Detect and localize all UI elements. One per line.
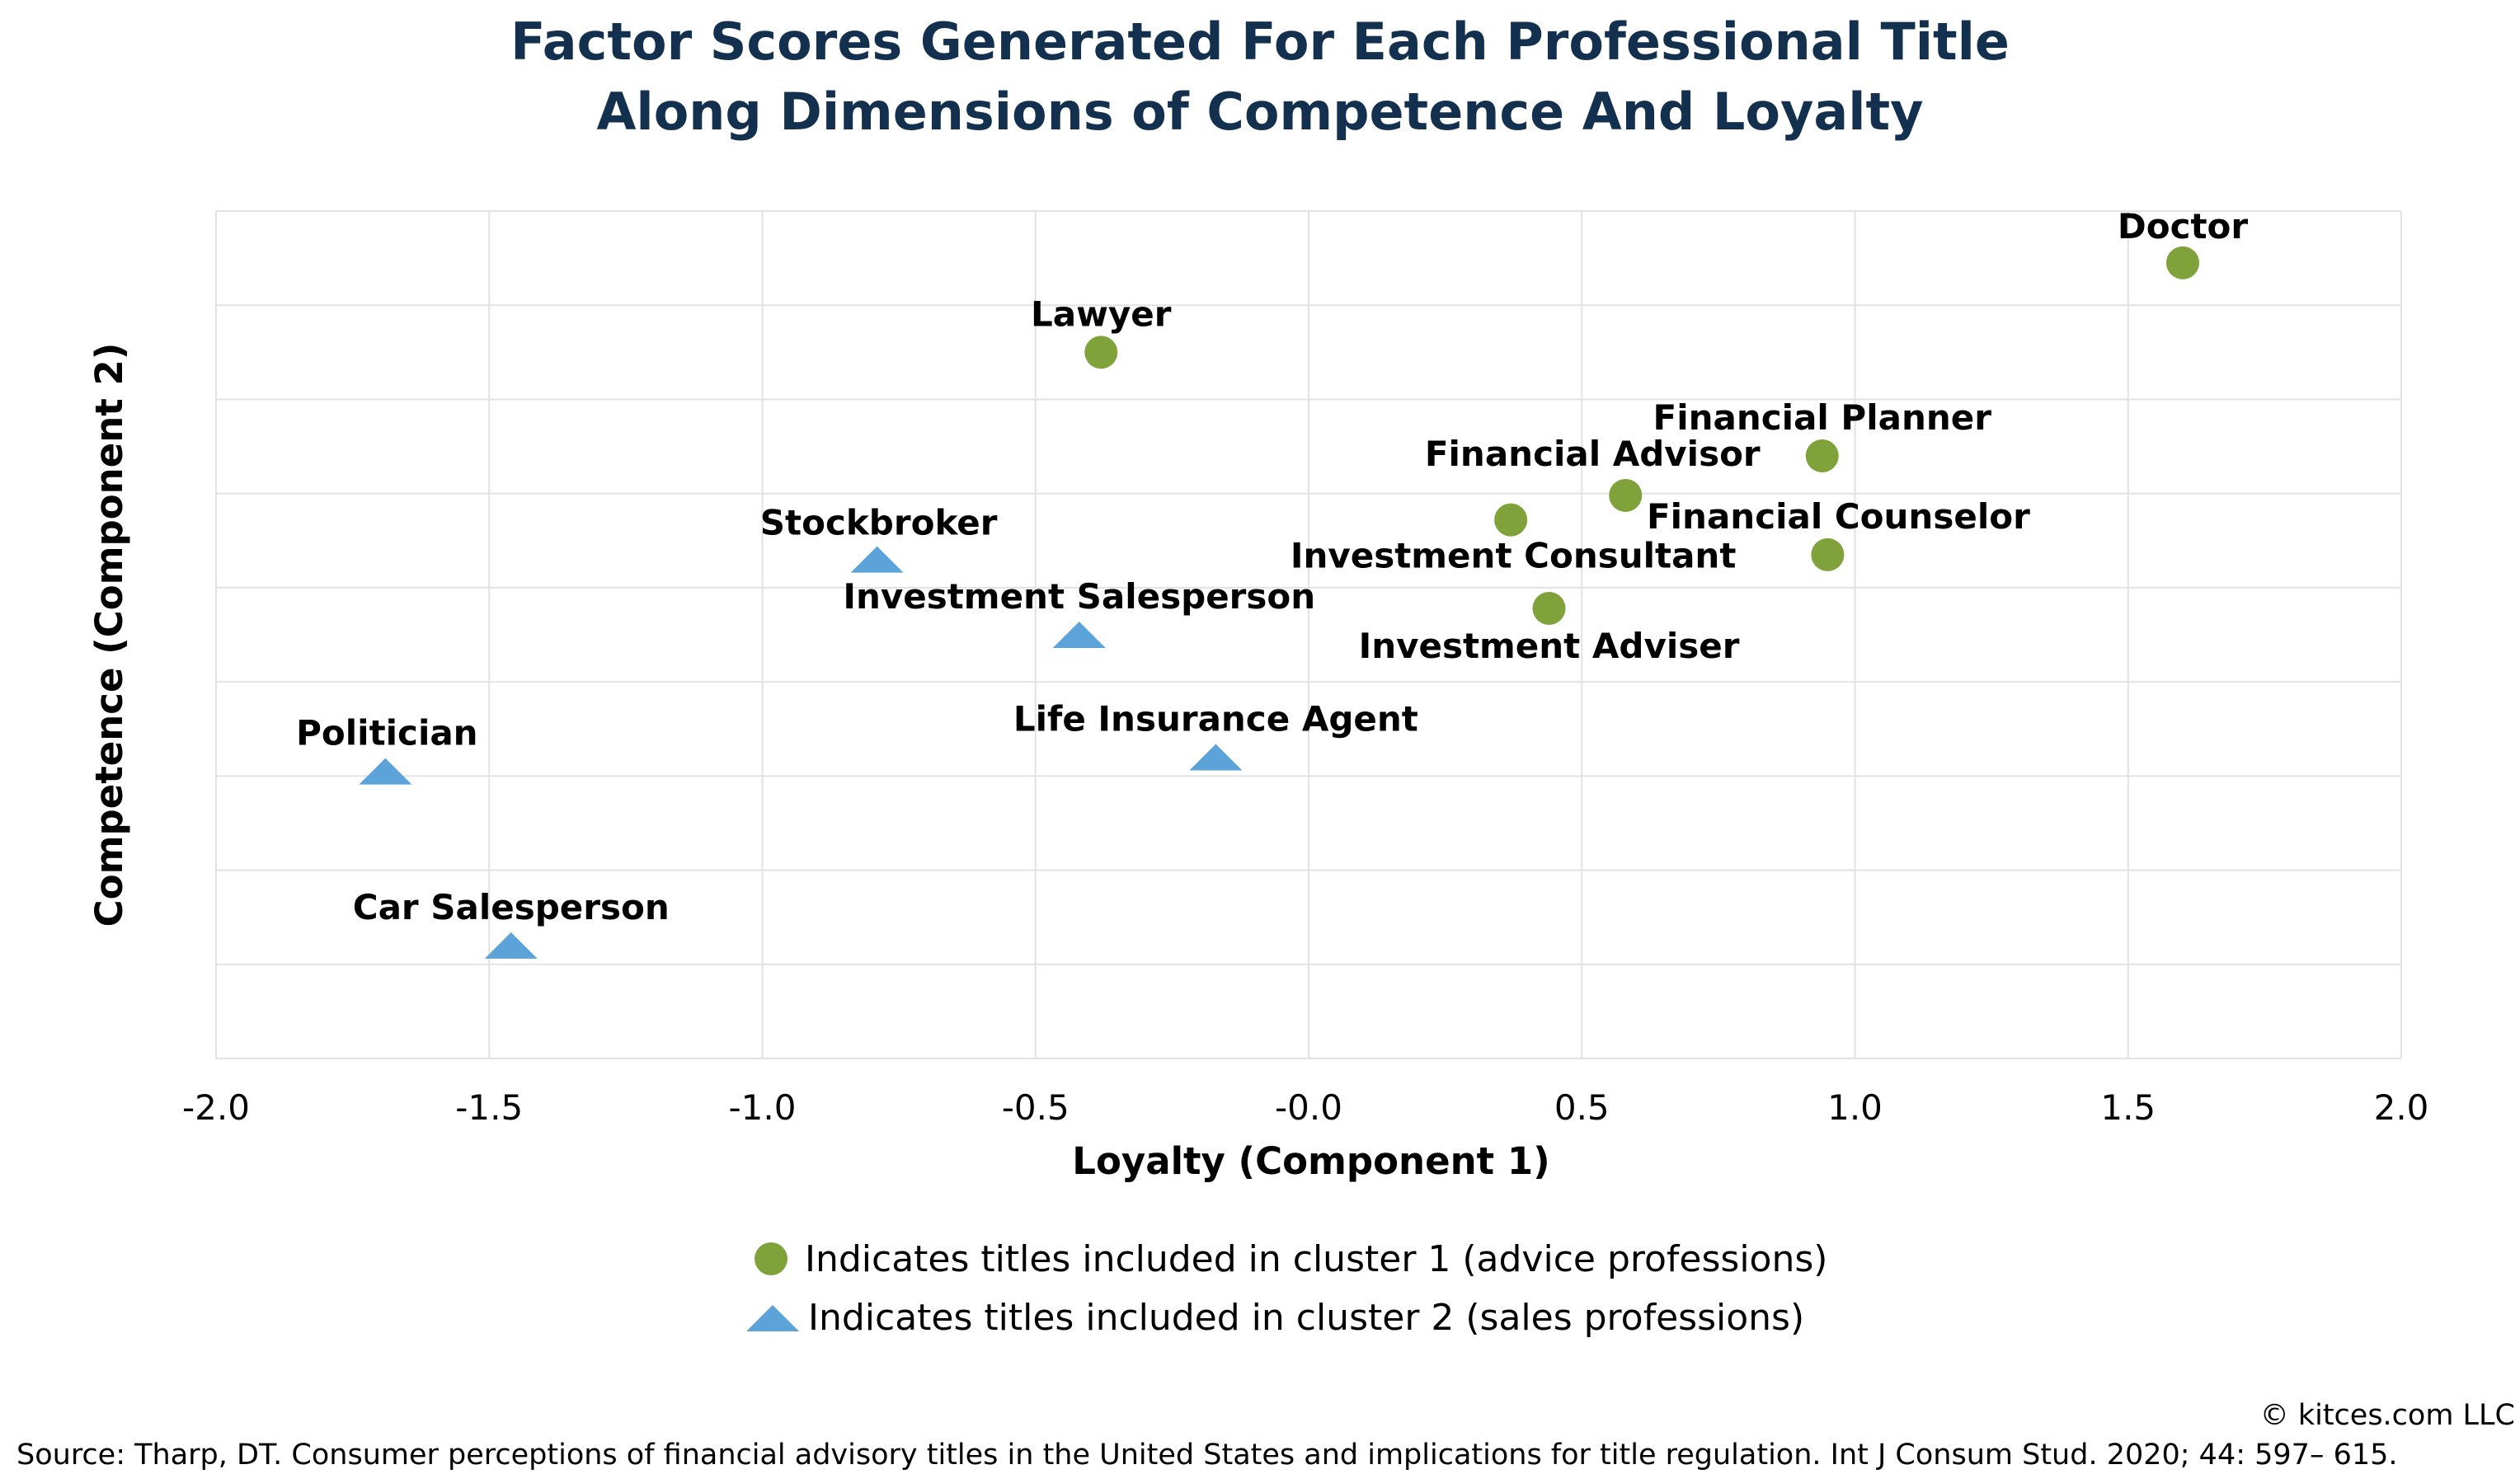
x-tick-label: -0.5	[1002, 1087, 1070, 1128]
point-label-lawyer: Lawyer	[1031, 293, 1172, 334]
x-tick-label: -1.5	[455, 1087, 523, 1128]
point-label-doctor: Doctor	[2118, 206, 2249, 246]
chart-title-line-1: Factor Scores Generated For Each Profess…	[510, 12, 2010, 72]
point-marker-investment-adviser	[1532, 592, 1566, 626]
point-label-life-insurance-agent: Life Insurance Agent	[1013, 698, 1418, 739]
point-marker-politician	[359, 758, 412, 785]
point-label-financial-planner: Financial Planner	[1653, 397, 1992, 438]
legend-label-cluster-2: Indicates titles included in cluster 2 (…	[808, 1297, 1804, 1339]
legend-circle-marker	[755, 1242, 788, 1275]
point-label-investment-consultant: Investment Consultant	[1291, 536, 1737, 576]
point-label-financial-advisor: Financial Advisor	[1425, 434, 1761, 474]
x-tick-label: -2.0	[182, 1087, 250, 1128]
point-marker-lawyer	[1084, 336, 1118, 369]
x-tick-label: -0.0	[1275, 1087, 1342, 1128]
source-citation: Source: Tharp, DT. Consumer perceptions …	[16, 1439, 2398, 1472]
point-marker-financial-advisor	[1609, 478, 1643, 512]
x-tick-label: 1.5	[2100, 1087, 2156, 1128]
y-axis-title: Competence (Component 2)	[87, 343, 131, 927]
point-label-politician: Politician	[296, 713, 477, 753]
point-marker-investment-salesperson	[1052, 622, 1106, 648]
point-label-financial-counselor: Financial Counselor	[1647, 496, 2030, 537]
legend-triangle-marker	[746, 1305, 799, 1331]
point-marker-financial-counselor	[1811, 537, 1845, 571]
point-marker-stockbroker	[850, 546, 904, 573]
x-axis-title: Loyalty (Component 1)	[1072, 1139, 1549, 1183]
point-marker-car-salesperson	[484, 932, 538, 959]
x-tick-label: 2.0	[2374, 1087, 2429, 1128]
x-tick-label: 1.0	[1827, 1087, 1883, 1128]
chart-title-line-2: Along Dimensions of Competence And Loyal…	[596, 82, 1923, 142]
point-label-investment-adviser: Investment Adviser	[1359, 626, 1740, 666]
x-tick-label: 0.5	[1554, 1087, 1610, 1128]
point-label-stockbroker: Stockbroker	[760, 503, 998, 543]
point-marker-investment-consultant	[1494, 503, 1528, 537]
point-marker-life-insurance-agent	[1189, 744, 1243, 771]
point-marker-financial-planner	[1805, 439, 1839, 472]
x-tick-label: -1.0	[729, 1087, 797, 1128]
legend-label-cluster-1: Indicates titles included in cluster 1 (…	[805, 1238, 1827, 1280]
point-label-car-salesperson: Car Salesperson	[353, 887, 670, 927]
point-marker-doctor	[2166, 246, 2199, 279]
copyright-text: © kitces.com LLC	[2260, 1399, 2515, 1432]
point-label-investment-salesperson: Investment Salesperson	[843, 576, 1315, 617]
legend: Indicates titles included in cluster 1 (…	[746, 1238, 1827, 1339]
x-axis-ticks: -2.0 -1.5 -1.0 -0.5 -0.0 0.5 1.0 1.5 2.0	[182, 1087, 2428, 1128]
grid	[215, 210, 2402, 1059]
